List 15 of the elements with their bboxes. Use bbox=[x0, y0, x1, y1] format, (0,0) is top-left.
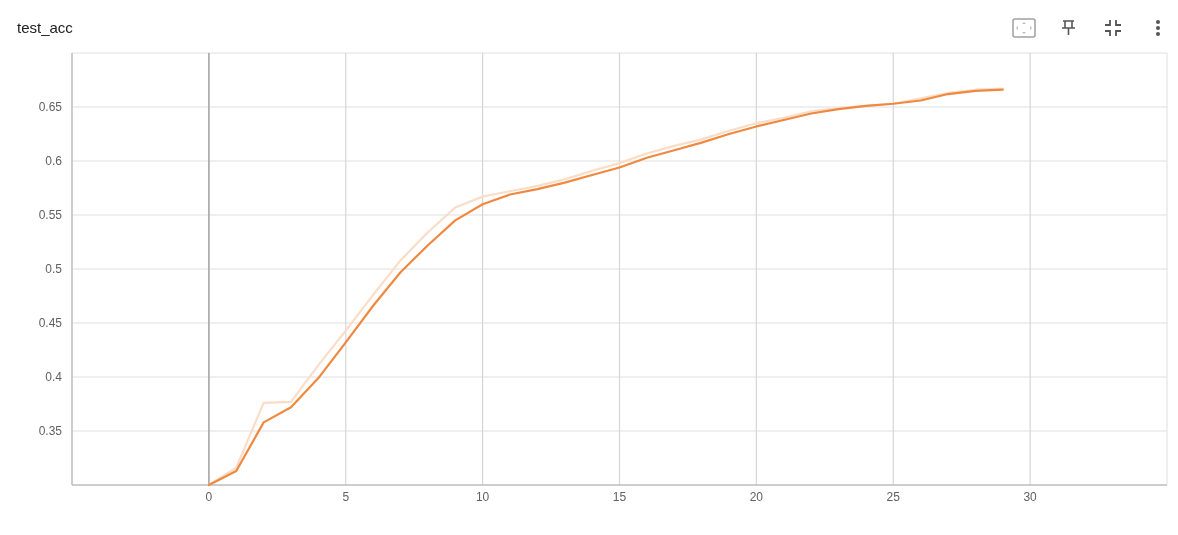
y-tick-label: 0.4 bbox=[45, 370, 63, 385]
x-tick-label: 25 bbox=[886, 490, 901, 504]
x-tick-label: 5 bbox=[342, 490, 350, 504]
y-tick-label: 0.6 bbox=[45, 154, 63, 169]
x-tick-label: 10 bbox=[475, 490, 490, 504]
x-tick-label: 15 bbox=[612, 490, 627, 504]
y-tick-label: 0.55 bbox=[38, 208, 63, 223]
y-tick-label: 0.45 bbox=[38, 316, 63, 331]
y-tick-label: 0.35 bbox=[38, 424, 63, 439]
x-tick-label: 20 bbox=[749, 490, 764, 504]
y-tick-label: 0.65 bbox=[38, 100, 63, 115]
chart-title: test_acc bbox=[17, 19, 74, 36]
y-tick-label: 0.5 bbox=[45, 262, 63, 277]
x-tick-label: 0 bbox=[205, 490, 213, 504]
x-tick-label: 30 bbox=[1023, 490, 1038, 504]
